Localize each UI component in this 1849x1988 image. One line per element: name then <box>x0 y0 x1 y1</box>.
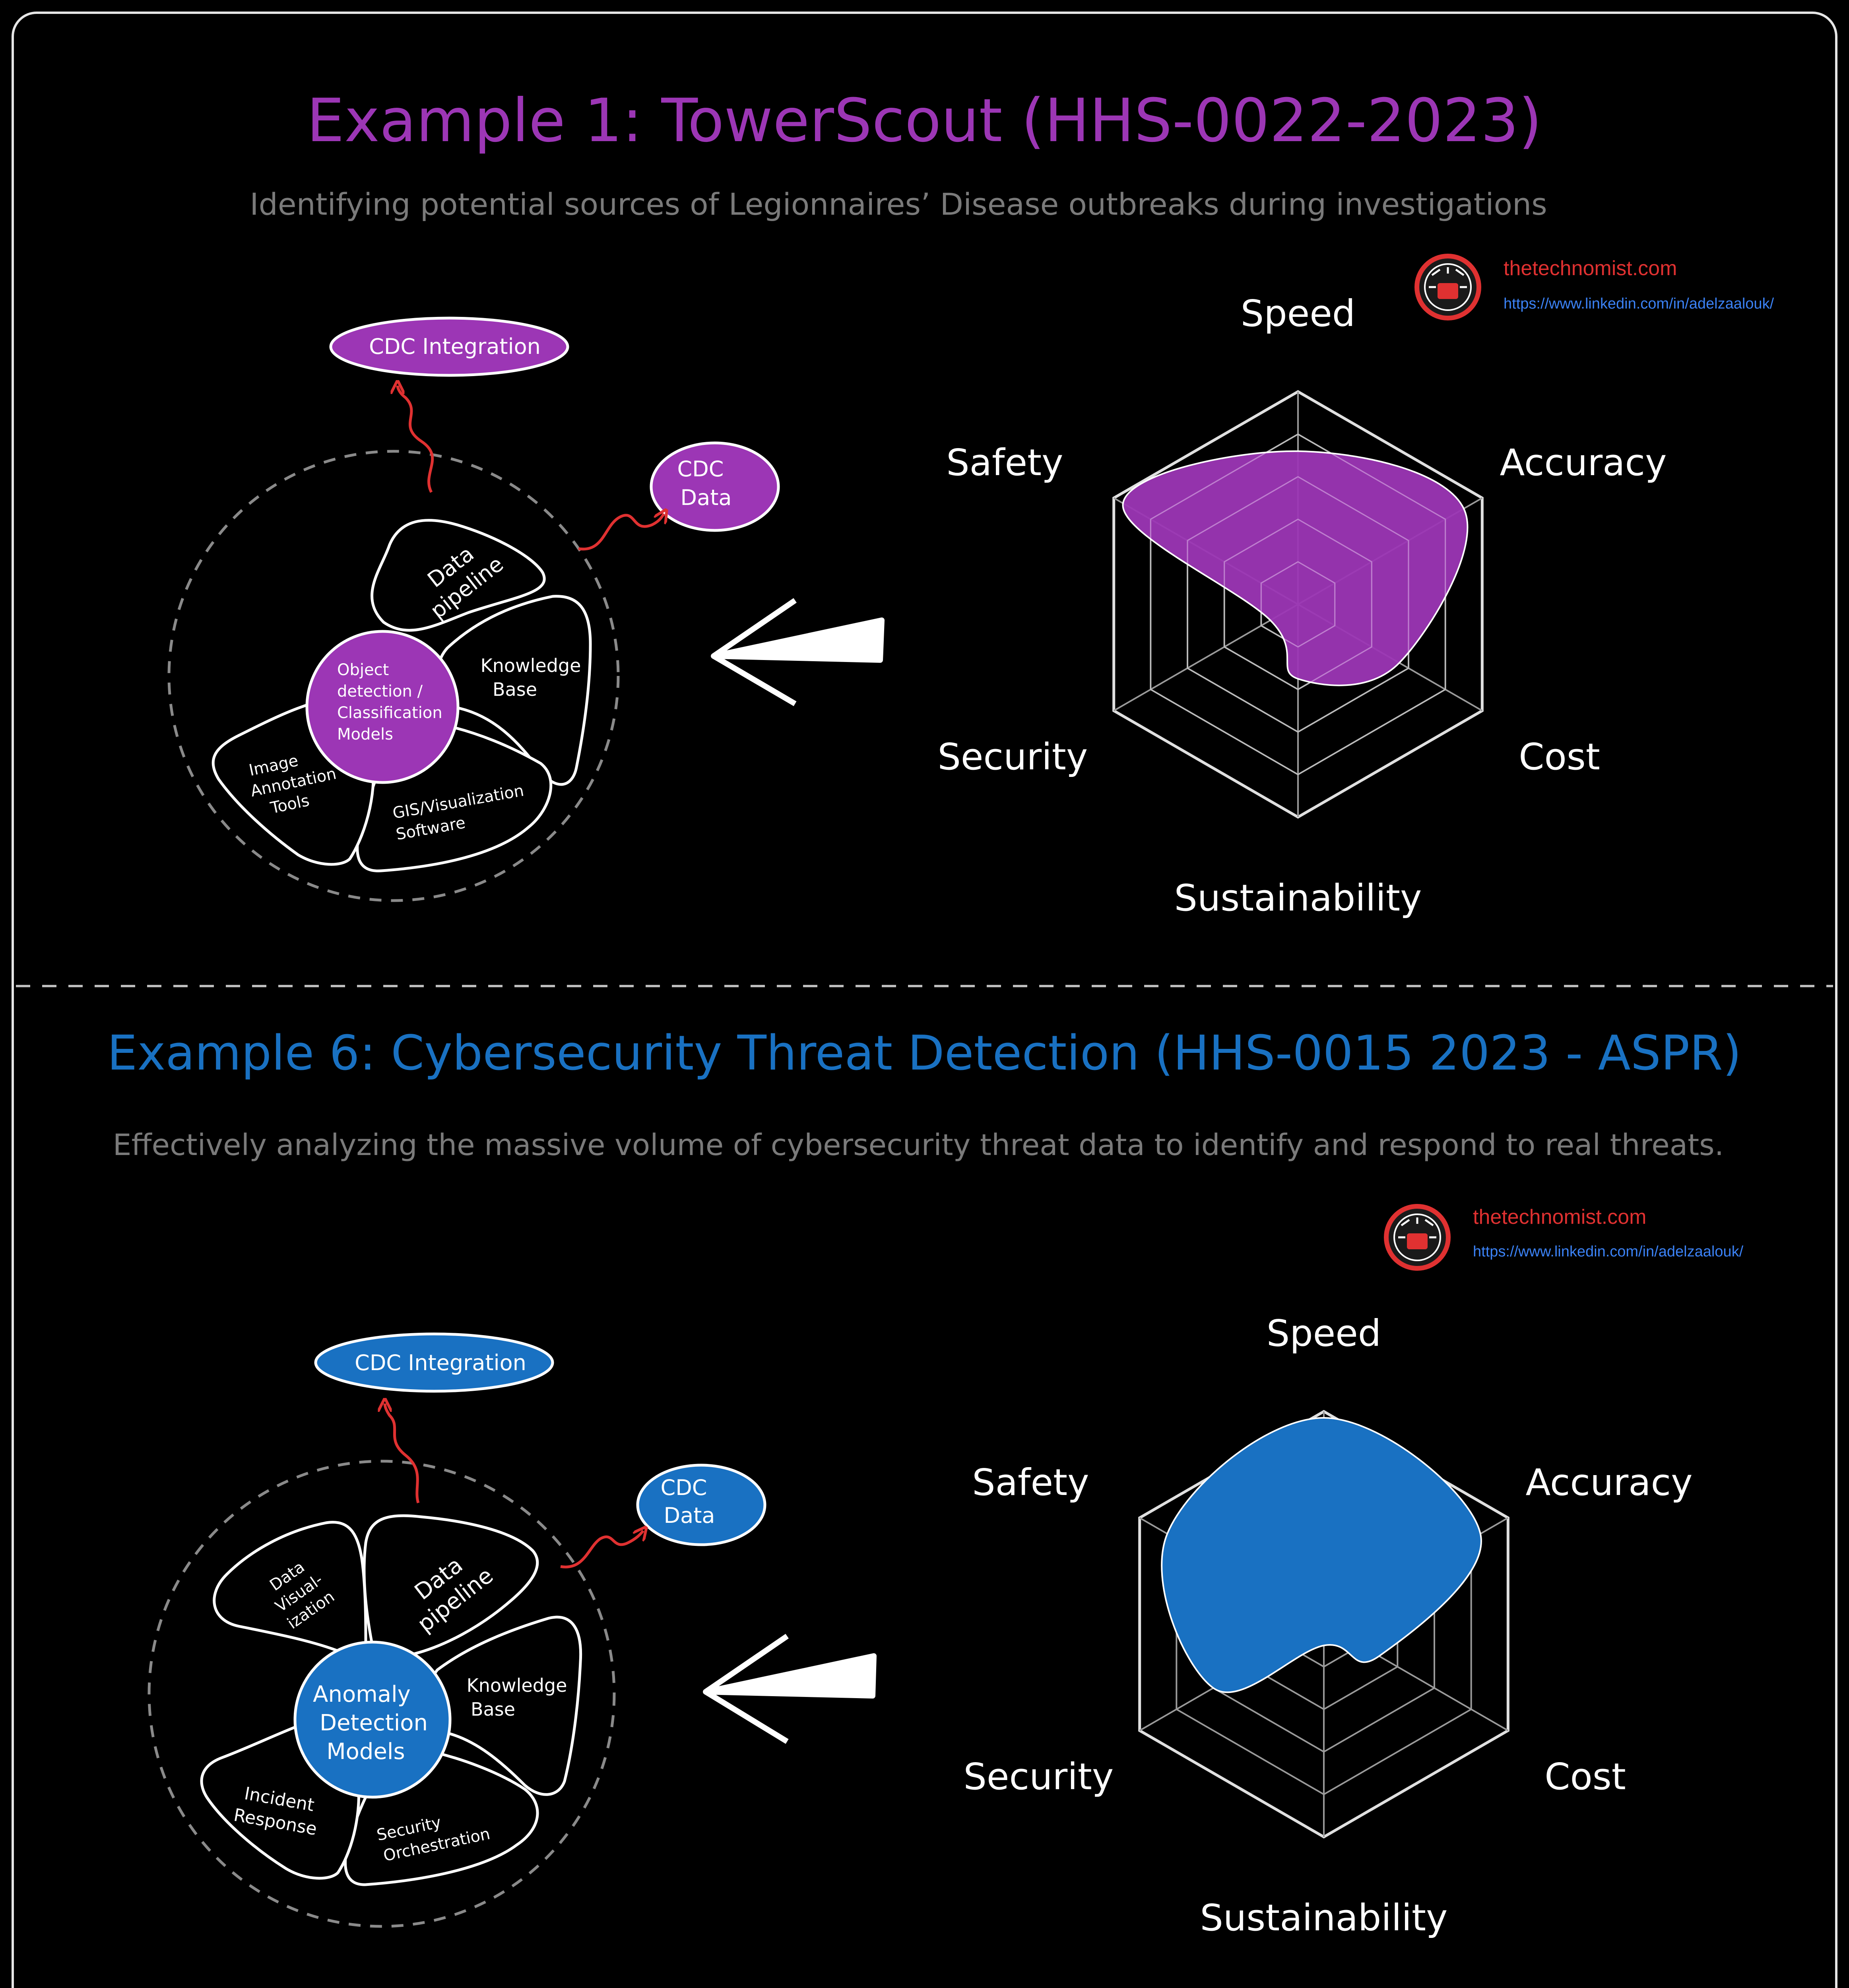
petal-data-pipeline <box>371 519 546 632</box>
radar-axis-label-sustainability: Sustainability <box>1174 877 1422 919</box>
cdc-integration-node <box>314 1332 554 1393</box>
radar-grid-overlay <box>1260 561 1336 648</box>
example-6-section: Example 6: Cybersecurity Threat Detectio… <box>107 1026 1744 1939</box>
brand-name: thetechnomist.com <box>1473 1206 1646 1229</box>
svg-text:Base: Base <box>493 679 537 700</box>
svg-text:detection /: detection / <box>337 682 423 701</box>
system-boundary <box>147 1460 616 1928</box>
svg-text:Detection: Detection <box>320 1710 428 1736</box>
petal-label-knowledge-base: Knowledge Base <box>481 655 581 700</box>
petal-data-pipeline <box>363 1514 539 1659</box>
petal-label-image-annotation-tools: Image Annotation Tools <box>247 751 338 817</box>
radar-grid-overlay <box>1224 518 1372 690</box>
example-6-brand: thetechnomist.com https://www.linkedin.c… <box>1384 1204 1744 1271</box>
example-1-section: Example 1: TowerScout (HHS-0022-2023) Id… <box>167 86 1774 919</box>
petal-data-visualization <box>213 1521 367 1657</box>
data-arrow <box>578 514 664 551</box>
system-boundary <box>167 450 620 902</box>
integration-arrow <box>398 386 434 493</box>
center-node-object-detection-models <box>305 630 460 784</box>
integration-arrow <box>385 1404 420 1504</box>
radar-axis-label-security: Security <box>938 736 1088 778</box>
cdc-data-node <box>636 1464 766 1546</box>
radar-axis-label-accuracy: Accuracy <box>1526 1461 1693 1504</box>
example-6-radar-chart: Speed Accuracy Cost Sustainability Security S… <box>964 1312 1693 1939</box>
cdc-integration-node <box>329 316 569 377</box>
cdc-data-label-line-2: Data <box>664 1503 715 1528</box>
radar-value-area <box>1122 450 1469 686</box>
cdc-data-label-line-1: CDC <box>677 456 724 481</box>
svg-text:Knowledge: Knowledge <box>481 655 581 676</box>
center-label: Anomaly Detection Models <box>313 1681 428 1765</box>
example-6-subtitle: Effectively analyzing the massive volume… <box>113 1128 1724 1162</box>
cdc-data-label-line-1: CDC <box>661 1475 707 1500</box>
radar-value-area <box>1161 1417 1482 1693</box>
radar-axis-label-cost: Cost <box>1544 1755 1626 1798</box>
radar-axis-label-security: Security <box>964 1755 1114 1798</box>
radar-grid-overlay <box>1187 476 1409 733</box>
data-arrow <box>560 1531 643 1569</box>
brand-url-link[interactable]: https://www.linkedin.com/in/adelzaalouk/ <box>1504 295 1774 312</box>
mapping-arrow <box>703 1634 877 1744</box>
outer-frame <box>12 12 1837 1988</box>
petal-label-knowledge-base: Knowledge Base <box>467 1675 567 1720</box>
cdc-integration-label: CDC Integration <box>369 334 541 359</box>
cdc-data-label-line-2: Data <box>681 485 732 510</box>
example-1-title: Example 1: TowerScout (HHS-0022-2023) <box>307 86 1542 155</box>
example-6-architecture-diagram: Data Visual- ization Data pipeline Knowl… <box>147 1332 766 1928</box>
brand-logo-icon <box>1384 1204 1451 1271</box>
radar-axis-label-accuracy: Accuracy <box>1500 441 1667 484</box>
center-label: Object detection / Classification Models <box>337 661 442 744</box>
radar-axis-label-safety: Safety <box>946 441 1063 484</box>
brand-url-link[interactable]: https://www.linkedin.com/in/adelzaalouk/ <box>1473 1243 1744 1260</box>
radar-axis-label-speed: Speed <box>1241 292 1355 335</box>
example-1-subtitle: Identifying potential sources of Legionn… <box>250 186 1547 222</box>
radar-axis-label-sustainability: Sustainability <box>1200 1897 1448 1939</box>
svg-text:Models: Models <box>326 1739 405 1765</box>
radar-axis-label-safety: Safety <box>972 1461 1089 1504</box>
radar-spoke <box>1113 604 1299 712</box>
svg-text:Base: Base <box>471 1699 515 1720</box>
radar-axis-label-speed: Speed <box>1267 1312 1381 1355</box>
example-6-title: Example 6: Cybersecurity Threat Detectio… <box>107 1026 1742 1081</box>
center-node-anomaly-detection-models <box>293 1640 452 1799</box>
svg-text:Models: Models <box>337 725 393 744</box>
cdc-integration-label: CDC Integration <box>355 1350 526 1375</box>
example-1-radar-chart: Speed Accuracy Cost Sustainability Security S… <box>938 292 1667 919</box>
svg-text:Anomaly: Anomaly <box>313 1681 411 1707</box>
radar-axis-label-cost: Cost <box>1519 736 1600 778</box>
mapping-arrow <box>711 598 885 707</box>
radar-grid-overlay <box>1150 433 1446 775</box>
example-1-architecture-diagram: Data pipeline Knowledge Base GIS/Visuali… <box>167 316 780 902</box>
svg-text:Object: Object <box>337 661 389 679</box>
example-1-brand: thetechnomist.com https://www.linkedin.c… <box>1414 254 1774 320</box>
cdc-data-node <box>650 441 780 532</box>
brand-logo-icon <box>1414 254 1481 320</box>
brand-name: thetechnomist.com <box>1504 257 1677 280</box>
svg-text:Knowledge: Knowledge <box>467 1675 567 1696</box>
svg-text:Classification: Classification <box>337 704 442 722</box>
